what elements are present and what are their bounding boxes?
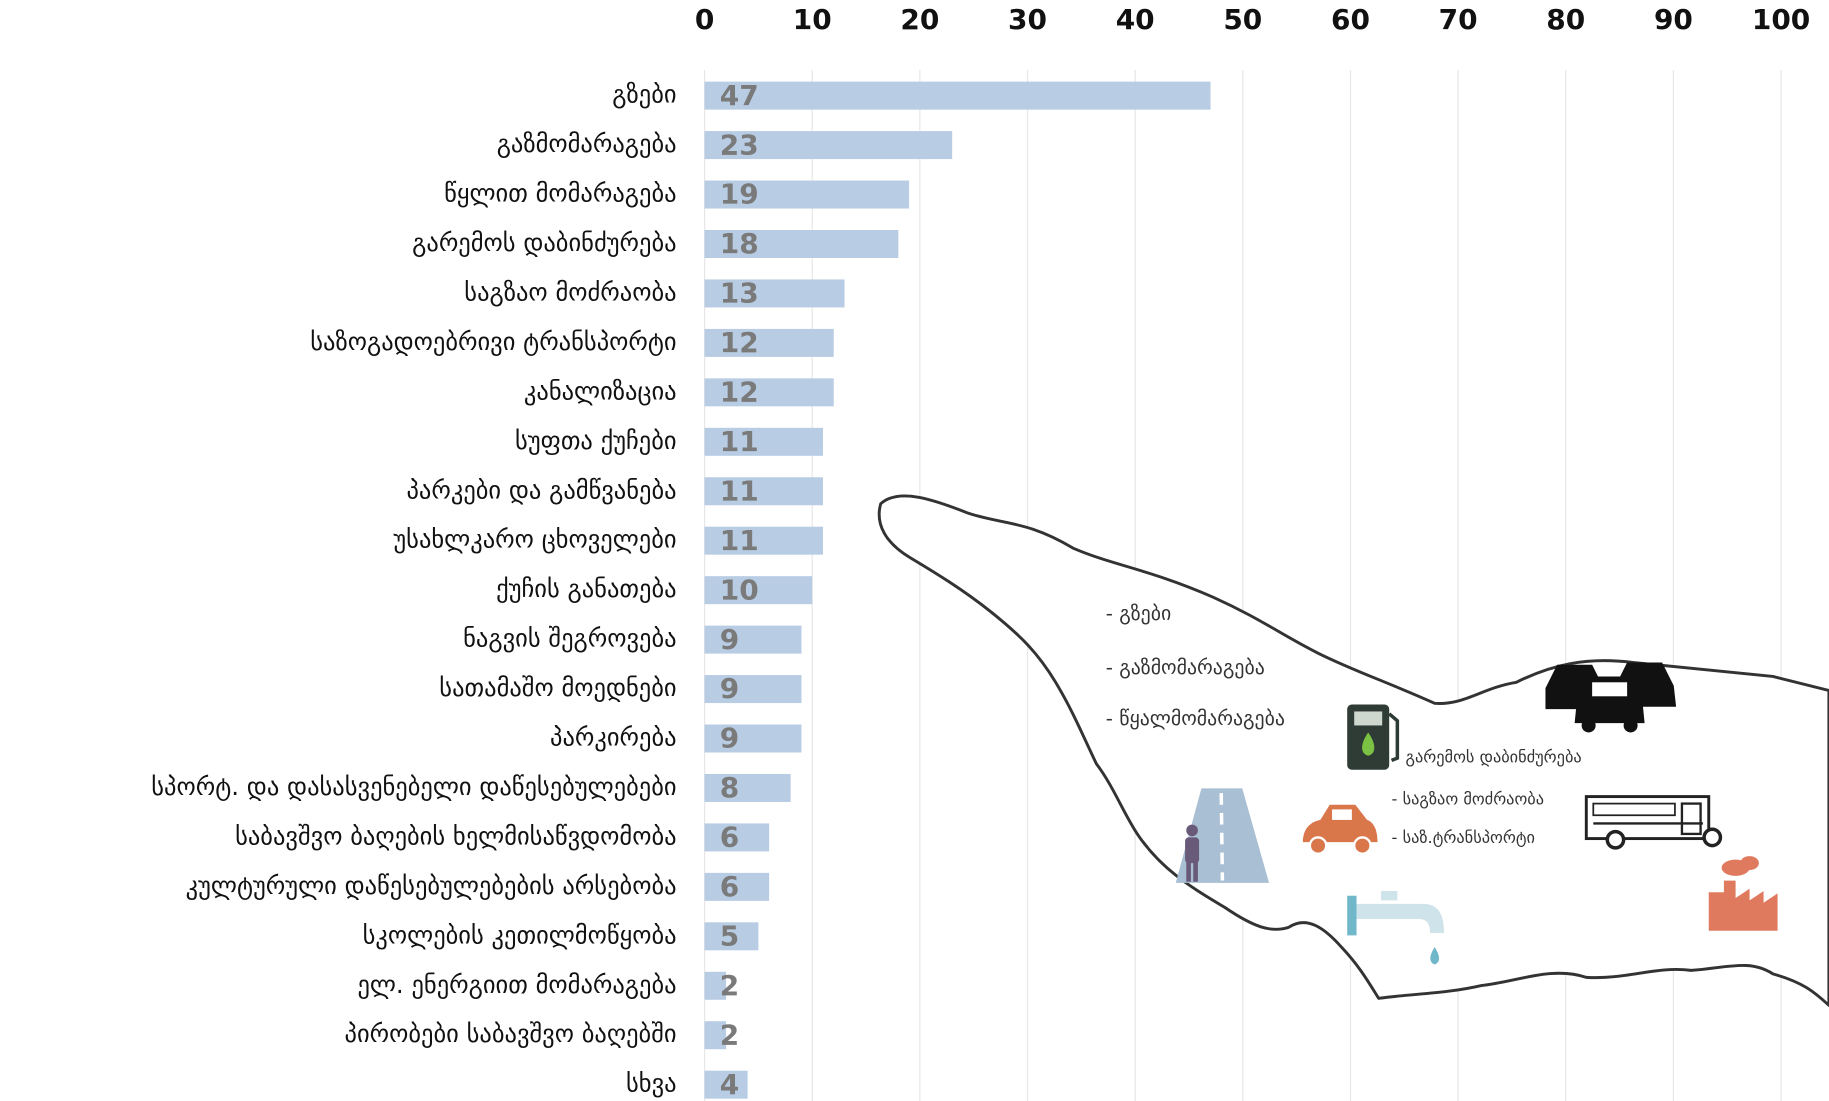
category-label: ელ. ენერგიით მომარაგება [357,970,676,999]
value-label: 2 [720,969,739,1002]
category-label: ნაგვის შეგროვება [463,624,676,653]
car-icon [1302,804,1378,855]
faucet-icon [1347,891,1445,965]
bar [704,427,823,456]
bar [704,1070,748,1099]
category-label: ქუჩის განათება [496,574,676,603]
value-label: 8 [720,771,739,804]
category-label: კულტურული დაწესებულებების არსებობა [186,871,677,900]
value-label: 10 [720,573,759,606]
value-label: 13 [720,277,759,310]
category-label: საზოგადოებრივი ტრანსპორტი [310,327,676,356]
value-label: 12 [720,376,759,409]
bar [704,279,845,308]
bar [704,328,834,357]
x-tick-label: 50 [1223,3,1262,36]
value-label: 19 [720,178,759,211]
map-label: გარემოს დაბინძურება [1406,748,1582,767]
bar [704,922,759,951]
category-label: პარკირება [550,723,677,752]
cars-icon [1545,662,1677,733]
map-label: - გზები [1106,602,1171,625]
value-label: 9 [720,672,739,705]
x-tick-label: 0 [695,3,714,36]
bus-icon [1584,795,1723,850]
bar [704,675,802,704]
bar [704,724,802,753]
bar [704,823,770,852]
category-label: საბავშვო ბაღების ხელმისაწვდომობა [235,821,676,850]
map-label: - გაზმომარაგება [1106,656,1265,679]
category-label: გარემოს დაბინძურება [412,228,676,257]
category-label: კანალიზაცია [524,376,677,405]
bar [704,576,813,605]
map-label: - წყალმომარაგება [1106,707,1285,730]
value-label: 11 [720,425,759,458]
value-label: 4 [720,1068,739,1101]
bar [704,625,802,654]
bars: გზები 47 გაზმომარაგება 23 წყლით მომარაგება 19… [151,79,1211,1101]
x-tick-label: 70 [1439,3,1478,36]
value-label: 9 [720,623,739,656]
bar [704,1021,727,1050]
x-tick-label: 30 [1008,3,1047,36]
value-label: 11 [720,524,759,557]
map-infographic: - გზები - გაზმომარაგება - წყალმომარაგება… [877,494,1829,1007]
category-label: საგზაო მოძრაობა [464,277,676,306]
category-label: სპორტ. და დასასვენებელი დაწესებულებები [151,772,676,801]
value-label: 2 [720,1018,739,1051]
value-label: 23 [720,128,759,161]
category-label: სუფთა ქუჩები [515,426,677,455]
category-label: პირობები საბავშვო ბაღებში [345,1019,677,1048]
category-label: წყლით მომარაგება [444,179,676,208]
category-label: სხვა [626,1069,677,1098]
x-tick-label: 100 [1752,3,1810,36]
x-tick-label: 90 [1654,3,1693,36]
bar [704,131,953,160]
value-label: 9 [720,722,739,755]
x-tick-label: 40 [1116,3,1155,36]
bar [704,180,910,209]
x-tick-label: 60 [1331,3,1370,36]
category-label: სკოლების კეთილმოწყობა [363,920,677,949]
bar [704,378,834,407]
bar [704,971,727,1000]
gas-pump-icon [1347,704,1400,770]
category-label: გზები [612,80,676,109]
bar [704,477,823,506]
bar [704,229,899,258]
value-label: 12 [720,326,759,359]
category-label: უსახლკარო ცხოველები [393,525,676,554]
x-tick-label: 10 [793,3,832,36]
bar [704,773,791,802]
x-tick-label: 80 [1546,3,1585,36]
value-label: 47 [720,79,759,112]
category-label: გაზმომარაგება [497,129,677,158]
value-label: 5 [720,919,739,952]
value-label: 6 [720,870,739,903]
value-label: 6 [720,821,739,854]
road-icon [1175,788,1270,883]
bar [704,526,823,555]
map-label: - საგზაო მოძრაობა [1392,790,1545,809]
value-label: 18 [720,227,759,260]
bar [704,81,1211,110]
value-label: 11 [720,474,759,507]
map-label: - საზ.ტრანსპორტი [1392,828,1535,847]
category-label: სათამაშო მოედნები [439,673,676,702]
category-label: პარკები და გამწვანება [406,475,676,504]
x-tick-label: 20 [900,3,939,36]
bar [704,872,770,901]
factory-icon [1708,856,1778,931]
